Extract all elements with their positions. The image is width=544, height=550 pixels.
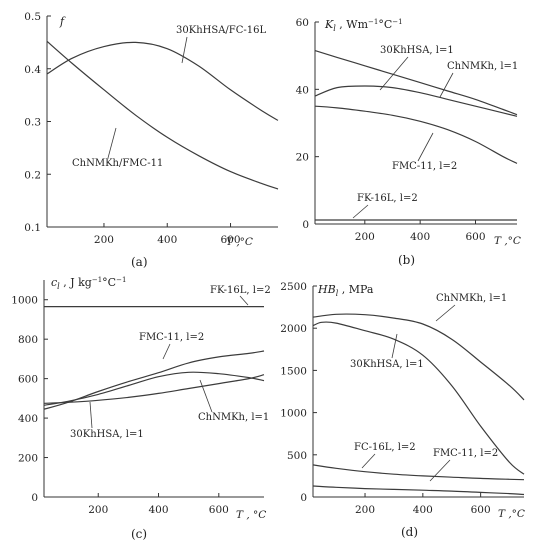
series-label-fmc11: FMC-11, l=2 <box>392 161 457 172</box>
y-tick-label: 2000 <box>280 323 307 335</box>
y-tick-label: 0.3 <box>24 117 41 129</box>
y-tick-label: 200 <box>18 453 38 465</box>
x-tick-label: 400 <box>157 234 177 246</box>
series-line-fmc-11-l-2 <box>312 485 525 496</box>
x-axis-label: T ,°C <box>494 235 521 247</box>
y-tick-label: 2500 <box>280 281 307 293</box>
x-axis-label: T ,°C <box>226 236 253 248</box>
series-line-fc-16l-l-2 <box>312 464 525 481</box>
series-line-chnmkh-l-1 <box>314 85 518 117</box>
series-label-fmc11: FMC-11, l=2 <box>433 448 498 459</box>
series-label-chnmkh-fmc11: ChNMKh/FMC-11 <box>72 158 163 169</box>
series-label-30khhsa: 30KhHSA, l=1 <box>350 359 424 370</box>
series-line-chnmkh-l-1 <box>43 371 265 406</box>
panel-letter-d: (d) <box>401 525 418 539</box>
panel-letter-c: (c) <box>131 527 147 541</box>
series-line-30khhsa-l-1 <box>312 321 525 475</box>
y-tick-label: 1000 <box>11 295 38 307</box>
leader-line <box>391 333 398 359</box>
y-tick-label: 0 <box>31 492 38 504</box>
leader-line <box>361 453 376 469</box>
leader-line <box>429 459 451 482</box>
x-tick-label: 400 <box>148 504 168 516</box>
y-axis-label-kl: Kl , Wm−1°C−1 <box>324 18 403 33</box>
series-label-30khhsa: 30KhHSA, l=1 <box>380 45 454 56</box>
series-line-fmc-11-l-2 <box>43 350 265 410</box>
y-tick-label: 1500 <box>280 365 307 377</box>
leader-line <box>379 56 409 91</box>
panel-a: 200 400 600 0.1 0.2 0.3 0.4 0.5 f 30KhHSA/FC-16… <box>24 11 279 269</box>
leader-line <box>435 304 456 322</box>
series-label-fk16l: FK-16L, l=2 <box>357 193 418 204</box>
x-tick-label: 200 <box>94 234 114 246</box>
leader-line <box>239 295 249 306</box>
leader-line <box>162 343 171 360</box>
series-line-30khhsa-fc-16l <box>46 41 279 121</box>
x-tick-label: 400 <box>413 504 433 516</box>
y-tick-label: 0.4 <box>24 64 41 76</box>
series-label-fc16l: FC-16L, l=2 <box>354 442 416 453</box>
y-axis-label-hbl: HBl , MPa <box>317 283 374 298</box>
y-tick-label: 600 <box>18 374 38 386</box>
leader-line <box>89 401 93 429</box>
series-line-30khhsa-l-1 <box>314 50 518 116</box>
y-tick-label: 60 <box>296 17 309 29</box>
series-label-chnmkh: ChNMKh, l=1 <box>447 61 518 72</box>
panel-letter-b: (b) <box>398 253 415 267</box>
leader-line <box>352 204 369 219</box>
series-line-chnmkh-l-1 <box>312 313 525 401</box>
series-label-chnmkh: ChNMKh, l=1 <box>436 293 507 304</box>
series-label-30khhsa: 30KhHSA, l=1 <box>70 429 144 440</box>
series-label-chnmkh: ChNMKh, l=1 <box>198 412 269 423</box>
panel-letter-a: (a) <box>131 255 148 269</box>
x-tick-label: 600 <box>209 504 229 516</box>
y-tick-label: 0.5 <box>24 11 41 23</box>
y-tick-label: 800 <box>18 334 38 346</box>
y-tick-label: 1000 <box>280 408 307 420</box>
y-tick-label: 0 <box>300 492 307 504</box>
y-axis-label-f: f <box>59 15 66 28</box>
y-tick-label: 0.2 <box>24 169 41 181</box>
y-axis-label-cl: cl , J kg−1°C−1 <box>51 276 126 291</box>
y-tick-label: 0.1 <box>24 222 41 234</box>
leader-line <box>199 379 213 413</box>
leader-line <box>417 132 434 162</box>
leader-line <box>181 36 188 64</box>
series-label-30khhsa-fc16l: 30KhHSA/FC-16L <box>176 25 266 36</box>
x-tick-label: 200 <box>355 231 375 243</box>
leader-line <box>439 72 454 98</box>
x-tick-label: 400 <box>410 231 430 243</box>
x-axis-label: T , °C <box>236 509 266 521</box>
series-label-fmc11: FMC-11, l=2 <box>139 332 204 343</box>
x-tick-label: 600 <box>471 504 491 516</box>
series-line-chnmkh-fmc-11 <box>46 40 279 190</box>
series-line-fmc-11-l-2 <box>314 105 518 164</box>
x-tick-label: 200 <box>355 504 375 516</box>
y-tick-label: 40 <box>296 84 309 96</box>
x-axis-label: T ,°C <box>498 508 525 520</box>
x-tick-label: 200 <box>88 504 108 516</box>
panel-b: 200 400 600 0 20 40 60 Kl , Wm−1°C−1 30KhHSA, … <box>296 17 521 267</box>
x-tick-label: 600 <box>465 231 485 243</box>
leader-line <box>107 127 117 159</box>
x-tick-label: 600 <box>221 234 241 246</box>
y-tick-label: 20 <box>296 152 309 164</box>
series-line-30khhsa-l-1 <box>43 374 265 404</box>
y-tick-label: 0 <box>302 219 309 231</box>
y-tick-label: 500 <box>287 450 307 462</box>
y-tick-label: 400 <box>18 413 38 425</box>
series-label-fk16l: FK-16L, l=2 <box>210 285 271 296</box>
panel-c: 200 400 600 0 200 400 600 800 1000 cl , J kg−1°C… <box>11 276 270 541</box>
